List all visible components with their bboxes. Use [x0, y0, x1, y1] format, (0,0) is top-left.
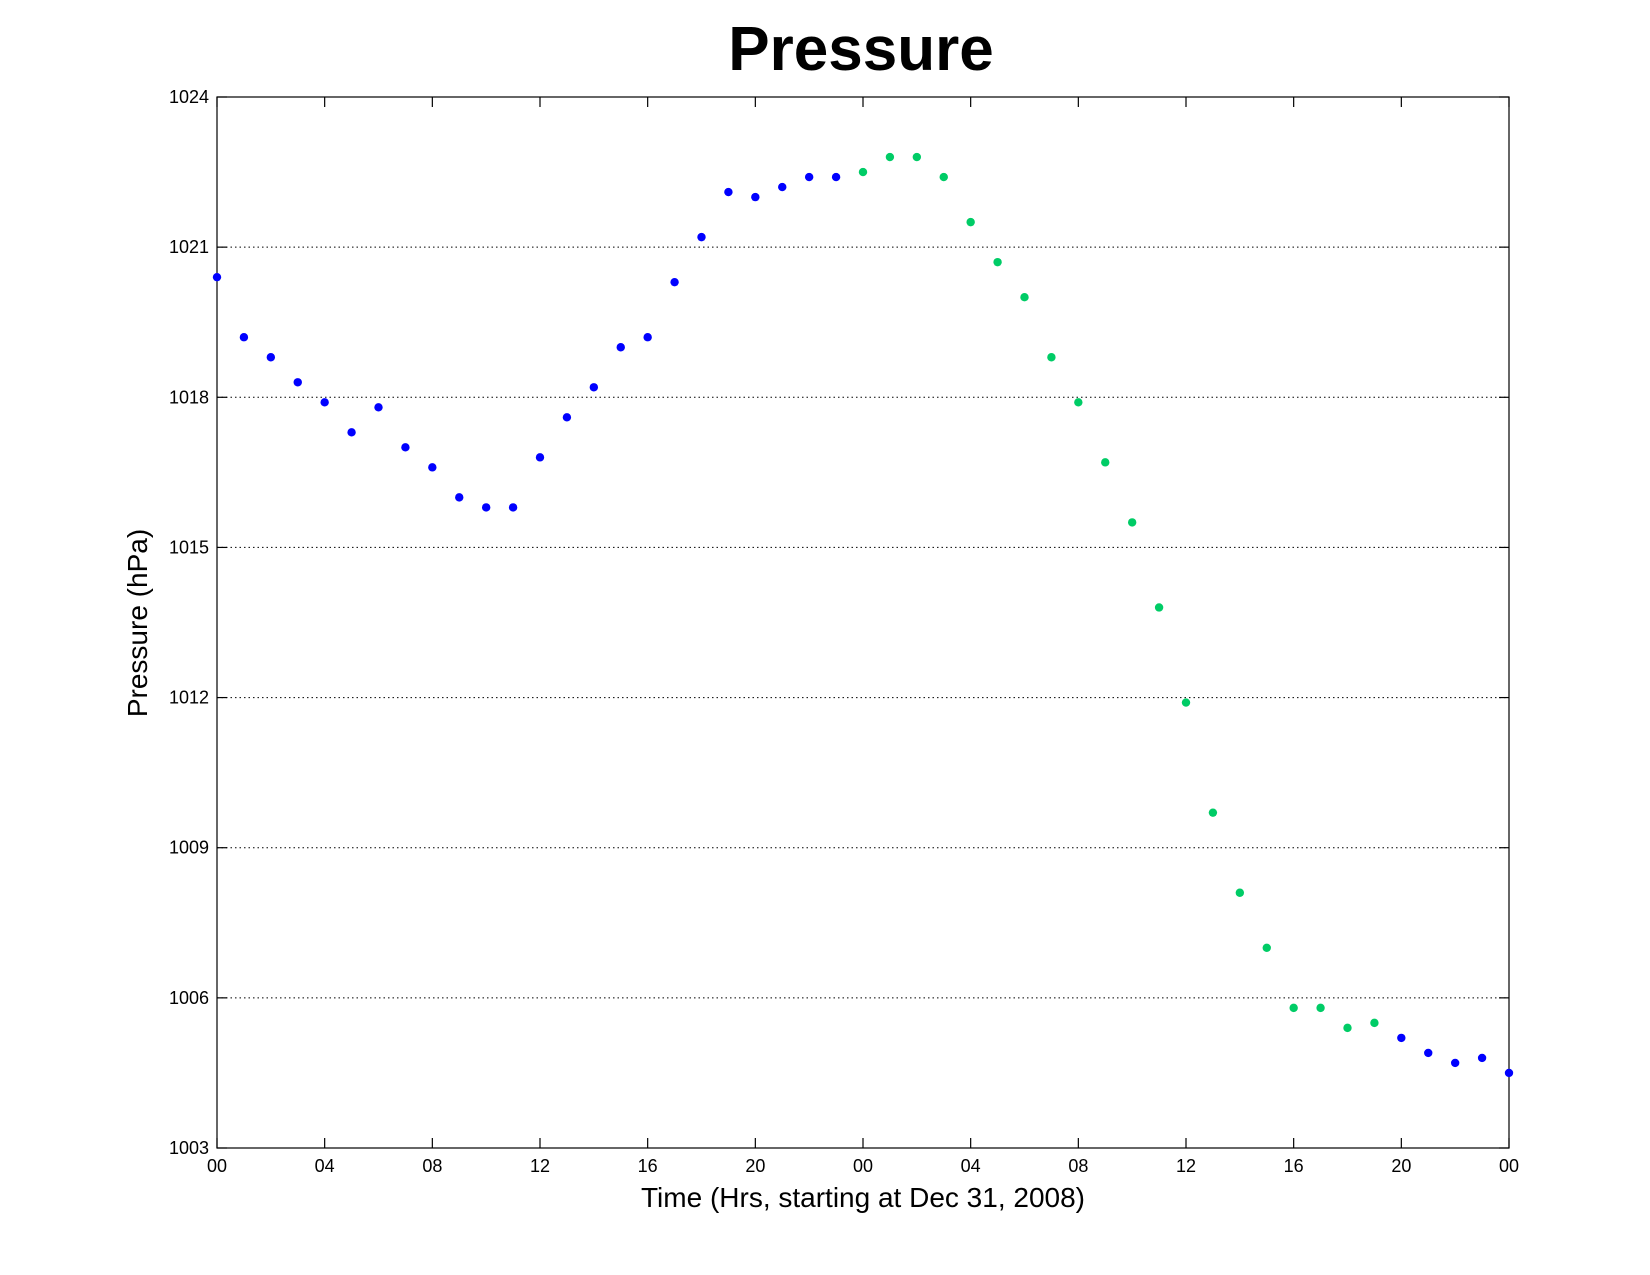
- x-axis-label: Time (Hrs, starting at Dec 31, 2008): [641, 1182, 1085, 1213]
- data-point-green: [1235, 888, 1245, 897]
- y-tick-label: 1024: [169, 87, 209, 107]
- data-point-green: [1181, 698, 1191, 707]
- data-point-blue: [1504, 1068, 1514, 1078]
- data-point-blue: [804, 172, 814, 182]
- y-tick-label: 1003: [169, 1138, 209, 1158]
- data-point-green: [1074, 398, 1083, 407]
- x-tick-label: 12: [530, 1156, 550, 1176]
- plot-frame: [216, 96, 1510, 1149]
- data-point-blue: [481, 503, 491, 512]
- y-tick-label: 1009: [169, 838, 209, 858]
- data-point-blue: [374, 403, 383, 412]
- data-point-green: [1370, 1018, 1379, 1028]
- data-point-blue: [320, 398, 329, 407]
- data-point-green: [1262, 943, 1271, 953]
- x-tick-label: 00: [853, 1156, 873, 1176]
- data-point-blue: [428, 463, 437, 472]
- data-point-green: [1208, 808, 1218, 817]
- data-point-blue: [1424, 1048, 1433, 1058]
- data-point-blue: [778, 182, 787, 192]
- data-point-green: [912, 152, 922, 162]
- data-point-green: [966, 217, 975, 227]
- data-point-blue: [455, 493, 464, 502]
- data-point-blue: [347, 428, 356, 437]
- data-point-blue: [751, 192, 760, 202]
- data-point-blue: [589, 383, 599, 392]
- data-point-blue: [643, 333, 652, 342]
- y-tick-labels: 1003 1006 1009 1012 1015 1018 1021 1024: [169, 87, 209, 1158]
- data-point-green: [1127, 518, 1137, 527]
- data-point-green: [1316, 1003, 1325, 1013]
- x-tick-label: 04: [315, 1156, 335, 1176]
- data-points: [212, 152, 1514, 1078]
- data-point-blue: [562, 413, 572, 422]
- y-tick-label: 1012: [169, 688, 209, 708]
- data-point-green: [1343, 1023, 1352, 1033]
- chart-title: Pressure: [728, 15, 993, 84]
- data-point-blue: [831, 172, 841, 182]
- data-point-green: [939, 172, 948, 182]
- data-point-blue: [266, 353, 276, 362]
- x-tick-label: 08: [1068, 1156, 1088, 1176]
- data-point-blue: [697, 232, 706, 242]
- x-tick-label: 04: [961, 1156, 981, 1176]
- data-point-blue: [293, 378, 302, 387]
- y-tick-label: 1018: [169, 387, 209, 407]
- data-point-green: [1289, 1003, 1298, 1013]
- data-point-green: [1047, 353, 1056, 362]
- plot-area: [217, 97, 1509, 1148]
- data-point-green: [1101, 458, 1110, 467]
- y-gridlines: [217, 246, 1509, 999]
- x-tick-label: 20: [1391, 1156, 1411, 1176]
- data-point-blue: [670, 277, 679, 287]
- data-point-blue: [1477, 1053, 1487, 1063]
- data-point-blue: [239, 333, 249, 342]
- data-point-blue: [212, 272, 222, 282]
- data-point-blue: [508, 503, 518, 512]
- x-tick-labels: 00 04 08 12 16 20 00 04 08 12 16 20 00: [207, 1156, 1519, 1176]
- data-point-blue: [401, 443, 410, 452]
- y-tick-label: 1006: [169, 988, 209, 1008]
- x-tick-label: 12: [1176, 1156, 1196, 1176]
- x-tick-label: 16: [638, 1156, 658, 1176]
- data-point-blue: [1397, 1033, 1406, 1043]
- x-tick-label: 16: [1284, 1156, 1304, 1176]
- x-tick-label: 00: [207, 1156, 227, 1176]
- data-point-green: [885, 152, 895, 162]
- data-point-green: [1154, 603, 1164, 612]
- y-axis-label: Pressure (hPa): [122, 529, 153, 717]
- data-point-blue: [1450, 1058, 1460, 1068]
- data-point-green: [993, 257, 1002, 267]
- data-point-blue: [616, 343, 625, 352]
- data-point-green: [858, 167, 868, 177]
- x-tick-label: 00: [1499, 1156, 1519, 1176]
- data-point-blue: [535, 453, 545, 462]
- x-tick-label: 20: [745, 1156, 765, 1176]
- y-tick-label: 1021: [169, 237, 209, 257]
- data-point-green: [1020, 292, 1029, 302]
- x-tick-label: 08: [422, 1156, 442, 1176]
- y-tick-label: 1015: [169, 537, 209, 557]
- data-point-blue: [724, 187, 733, 197]
